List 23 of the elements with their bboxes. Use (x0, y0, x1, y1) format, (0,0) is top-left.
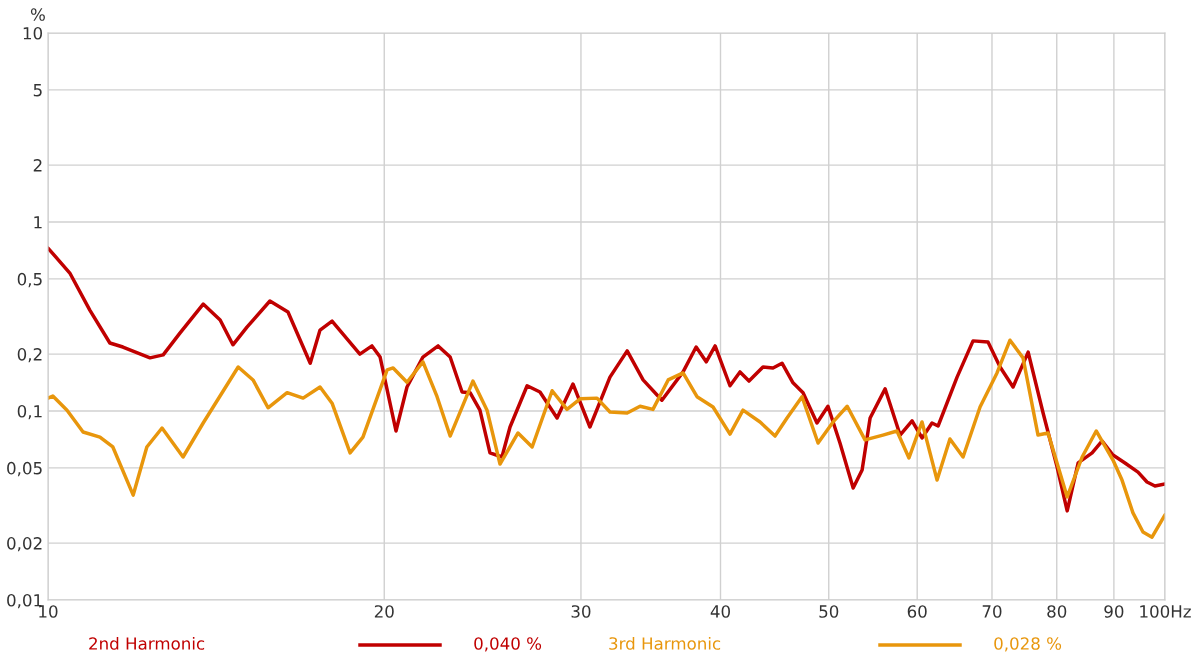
x-tick-label: 40 (710, 605, 730, 618)
x-tick-label: 60 (907, 605, 927, 618)
x-tick-label: 70 (982, 605, 1002, 618)
y-tick-label: 10 (23, 26, 43, 40)
text: 3rd Harmonic (609, 636, 721, 650)
y-tick-label: 0,5 (17, 272, 42, 288)
text: 2nd Harmonic (89, 636, 205, 650)
y-tick-label: 0,05 (7, 461, 42, 477)
y-axis-title: % (30, 8, 45, 21)
x-tick-label: 20 (374, 605, 394, 618)
y-tick-label: 0,02 (7, 537, 42, 552)
x-tick-label: 100Hz (1140, 605, 1191, 618)
y-tick-label: 0,2 (17, 348, 42, 363)
text: 0,040 % (474, 637, 542, 652)
y-tick-label: 5 (33, 84, 42, 97)
x-tick-label: 50 (819, 605, 839, 618)
text: 0,028 % (994, 637, 1062, 652)
y-tick-label: 0,1 (17, 404, 42, 420)
y-tick-label: 1 (34, 216, 42, 229)
x-tick-label: 90 (1104, 605, 1124, 618)
x-tick-label: 30 (571, 605, 591, 618)
y-tick-label: 2 (33, 159, 42, 172)
x-tick-label: 80 (1047, 605, 1067, 618)
